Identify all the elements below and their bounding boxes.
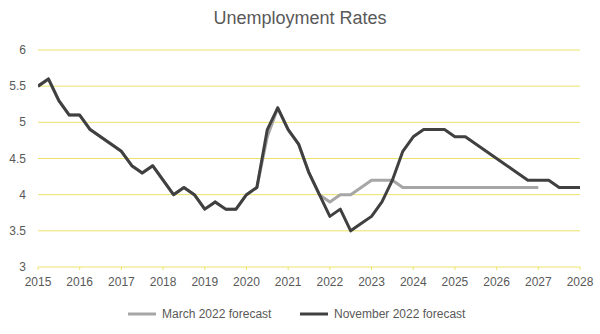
y-tick-label: 5.5 — [9, 79, 26, 93]
x-tick-label: 2019 — [191, 275, 218, 289]
x-tick-label: 2015 — [25, 275, 52, 289]
x-tick — [538, 267, 539, 270]
chart-container: Unemployment Rates 3 3.5 4 4.5 5 5.5 6 2015 2016 2… — [0, 0, 600, 334]
x-tick-label: 2025 — [442, 275, 469, 289]
y-tick-label: 5 — [19, 115, 26, 129]
x-tick — [580, 267, 581, 270]
x-tick-label: 2020 — [233, 275, 260, 289]
y-tick-label: 3 — [19, 260, 26, 274]
x-tick — [413, 267, 414, 270]
grid-line — [38, 230, 580, 231]
x-tick — [204, 267, 205, 270]
grid-line — [38, 50, 580, 51]
x-tick — [371, 267, 372, 270]
y-tick-label: 4 — [19, 188, 26, 202]
x-tick-label: 2017 — [108, 275, 135, 289]
legend-label: November 2022 forecast — [334, 307, 466, 321]
grid-line — [38, 122, 580, 123]
x-tick-label: 2018 — [150, 275, 177, 289]
x-tick-label: 2021 — [275, 275, 302, 289]
x-tick — [79, 267, 80, 270]
series-line — [38, 79, 580, 231]
legend: March 2022 forecast November 2022 forecas… — [128, 307, 466, 321]
x-tick — [454, 267, 455, 270]
chart-svg: Unemployment Rates 3 3.5 4 4.5 5 5.5 6 2015 2016 2… — [0, 0, 600, 334]
x-tick — [496, 267, 497, 270]
background — [0, 0, 600, 334]
x-tick-label: 2026 — [483, 275, 510, 289]
x-tick — [38, 267, 39, 270]
y-tick-label: 6 — [19, 43, 26, 57]
x-tick-label: 2028 — [567, 275, 594, 289]
x-tick — [288, 267, 289, 270]
x-tick-label: 2027 — [525, 275, 552, 289]
x-tick — [246, 267, 247, 270]
grid-line — [38, 267, 580, 268]
grid-line — [38, 194, 580, 195]
legend-swatch — [300, 313, 328, 316]
y-tick-label: 3.5 — [9, 224, 26, 238]
x-tick — [163, 267, 164, 270]
x-tick — [121, 267, 122, 270]
x-tick-label: 2022 — [316, 275, 343, 289]
plot-area — [38, 79, 580, 231]
grid-line — [38, 86, 580, 87]
legend-swatch — [128, 313, 156, 316]
y-tick-label: 4.5 — [9, 152, 26, 166]
legend-label: March 2022 forecast — [162, 307, 272, 321]
x-tick-label: 2023 — [358, 275, 385, 289]
x-tick-label: 2016 — [66, 275, 93, 289]
chart-title: Unemployment Rates — [213, 8, 386, 28]
x-tick-label: 2024 — [400, 275, 427, 289]
x-tick — [329, 267, 330, 270]
